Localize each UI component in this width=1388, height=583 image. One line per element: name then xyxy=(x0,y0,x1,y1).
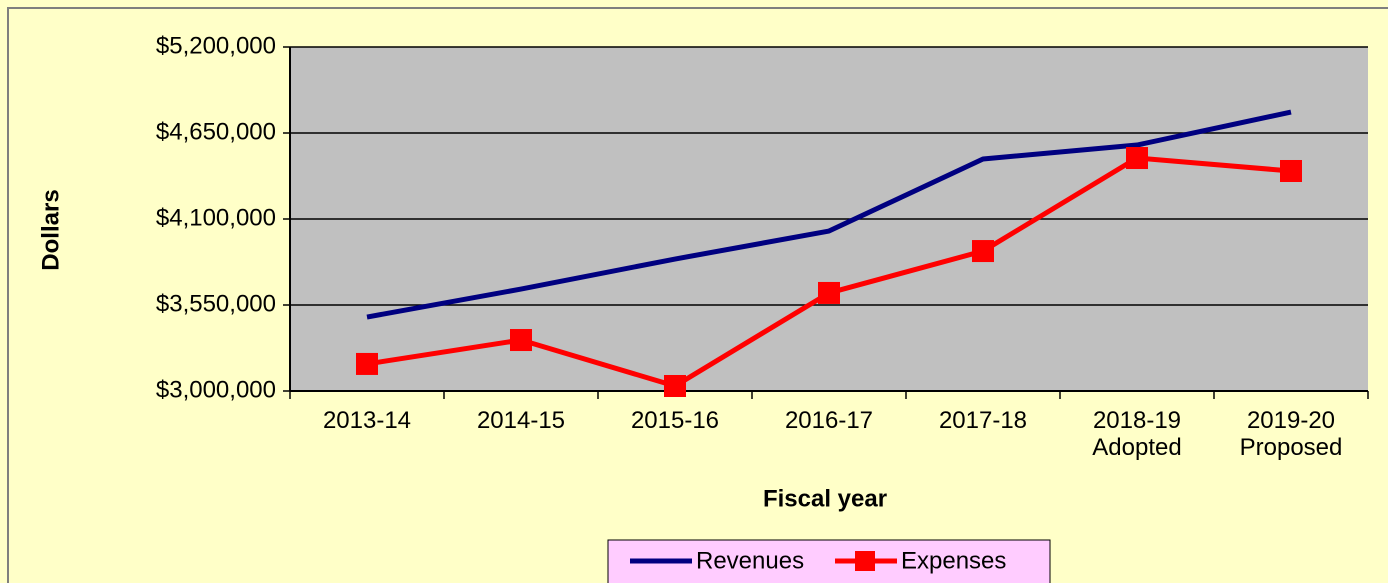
x-tick-label: 2014-15 xyxy=(476,407,566,434)
data-point xyxy=(356,352,378,375)
y-axis-title: Dollars xyxy=(37,189,64,270)
y-tick-label: $3,550,000 xyxy=(156,290,276,317)
y-tick-label: $4,650,000 xyxy=(156,118,276,145)
x-tick-label: 2016-17 xyxy=(784,407,874,434)
data-point xyxy=(818,281,840,304)
data-point xyxy=(664,374,686,397)
data-point xyxy=(1280,159,1302,182)
x-tick-label: 2019-20 Proposed xyxy=(1239,407,1343,461)
legend-marker xyxy=(855,551,875,571)
data-point xyxy=(510,329,532,352)
y-tick-label: $3,000,000 xyxy=(156,376,276,403)
x-tick-label: 2015-16 xyxy=(630,407,720,434)
series-line xyxy=(366,109,1292,320)
x-tick-label: 2018-19 Adopted xyxy=(1092,407,1182,461)
y-tick-label: $5,200,000 xyxy=(156,32,276,59)
x-axis-title: Fiscal year xyxy=(763,485,887,512)
x-tick-label: 2013-14 xyxy=(322,407,412,434)
data-point xyxy=(1126,147,1148,170)
x-tick-label: 2017-18 xyxy=(938,407,1028,434)
legend-label: Expenses xyxy=(901,547,1006,574)
y-tick-label: $4,100,000 xyxy=(156,204,276,231)
legend-label: Revenues xyxy=(696,547,804,574)
data-point xyxy=(972,240,994,263)
